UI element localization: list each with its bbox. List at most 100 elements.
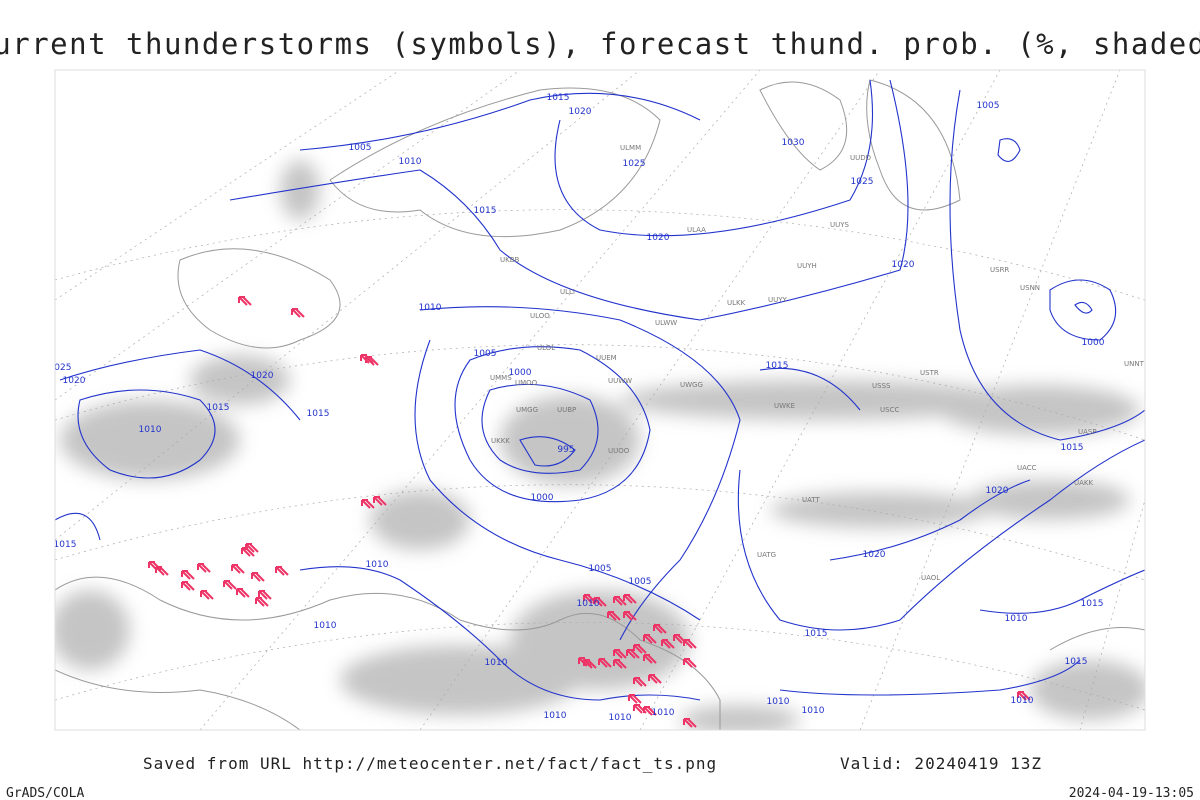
isobar-label: 1030 [782,138,805,148]
isobar-label: 1020 [892,260,915,270]
thunderstorm-symbol [251,572,265,582]
isobar-label: 1000 [509,368,532,378]
isobar-label: 1010 [419,303,442,313]
isobar-label: 1000 [531,493,554,503]
station-label: UUYY [768,296,788,304]
station-label: ULAA [687,226,706,234]
isobar-label: 1005 [629,577,652,587]
isobar-label: 1005 [474,349,497,359]
isobar-label: 1020 [63,376,86,386]
station-label: UKKK [491,437,510,445]
station-label: UUBP [557,406,576,414]
valid-time: Valid: 20240419 13Z [840,754,1042,773]
isobar-label: 1010 [314,621,337,631]
thunderstorm-symbol [238,296,252,306]
station-label: UAOL [921,574,940,582]
isobar-label: 1010 [139,425,162,435]
station-label: ULKK [727,299,746,307]
graticule [55,70,1145,730]
thunderstorm-symbol [236,588,250,598]
isobar-label: 1005 [589,564,612,574]
isobar-label: 1020 [863,550,886,560]
thunderstorm-symbol [223,580,237,590]
probability-shading [55,160,1145,730]
isobar-label: 1010 [802,706,825,716]
isobar-label: 1015 [307,409,330,419]
title: Current thunderstorms (symbols), forecas… [0,27,1200,61]
isobar-label: 1015 [766,361,789,371]
station-label: UKBB [500,256,520,264]
isobar-label: 1020 [986,486,1009,496]
station-label: ULWW [655,319,677,327]
thunderstorm-symbol [628,694,642,704]
station-label: USSS [872,382,891,390]
isobar-label: 995 [557,445,574,455]
station-label: UUDD [850,154,871,162]
isobar-label: 1015 [207,403,230,413]
isobar-label: 1020 [647,233,670,243]
isobar-label: 1015 [1065,657,1088,667]
isobar-label: 1015 [54,540,77,550]
station-label: ULOO [530,312,550,320]
station-label: UAKK [1074,479,1094,487]
isobar-label: 1000 [1082,338,1105,348]
station-label: UUWW [608,377,632,385]
thunderstorm-symbol [291,308,305,318]
saved-url: Saved from URL http://meteocenter.net/fa… [143,754,717,773]
station-label: UUYS [830,221,850,229]
isobar-label: 1010 [577,599,600,609]
station-label: UATT [802,496,821,504]
isobar-label: 1005 [977,101,1000,111]
isobar-label: 1010 [399,157,422,167]
station-label: UMMS [490,374,512,382]
isobar-label: 1010 [652,708,675,718]
isobar-label: 1005 [349,143,372,153]
isobar-label: 1020 [569,107,592,117]
station-label: UMOO [515,379,538,387]
credit: GrADS/COLA [6,786,84,800]
isobars [55,79,1145,701]
station-label: UACC [1017,464,1037,472]
station-label: UASP [1078,428,1097,436]
thunderstorm-symbol [155,566,169,576]
isobar-label: 1025 [49,363,72,373]
station-label: UATG [757,551,776,559]
isobar-label: 1015 [1081,599,1104,609]
station-label: UNNT [1124,360,1145,368]
map-frame [54,69,1146,731]
isobar-label: 1010 [609,713,632,723]
isobar-label: 1010 [485,658,508,668]
station-label: ULOL [537,344,555,352]
isobar-label: 1025 [623,159,646,169]
station-label: USNN [1020,284,1040,292]
isobar-label: 1010 [366,560,389,570]
isobar-label: 1015 [805,629,828,639]
thunderstorm-symbol [361,499,375,509]
coastlines [55,79,1145,730]
station-label: UUOO [608,447,630,455]
thunderstorm-symbol [275,566,289,576]
station-label: USRR [990,266,1009,274]
station-label: ULLI [560,288,575,296]
station-label: UUEM [596,354,617,362]
isobar-label: 1010 [767,697,790,707]
isobar-label: 1015 [547,93,570,103]
station-label: UWKE [774,402,795,410]
isobar-label: 1010 [1011,696,1034,706]
thunderstorm-symbol [197,563,211,573]
station-label: UWGG [680,381,703,389]
isobar-label: 1015 [474,206,497,216]
thunderstorm-symbol [181,581,195,591]
station-label: USCC [880,406,899,414]
thunderstorm-symbol [181,570,195,580]
map-labels: 1015 1020 1005 1010 1025 1030 1025 1005 1015 1020… [49,93,1145,723]
station-label: USTR [920,369,939,377]
station-label: UUYH [797,262,817,270]
station-label: UMGG [516,406,538,414]
isobar-label: 1020 [251,371,274,381]
isobar-label: 1010 [1005,614,1028,624]
thunderstorm-symbol [231,564,245,574]
isobar-label: 1010 [544,711,567,721]
timestamp: 2024-04-19-13:05 [1069,786,1194,800]
